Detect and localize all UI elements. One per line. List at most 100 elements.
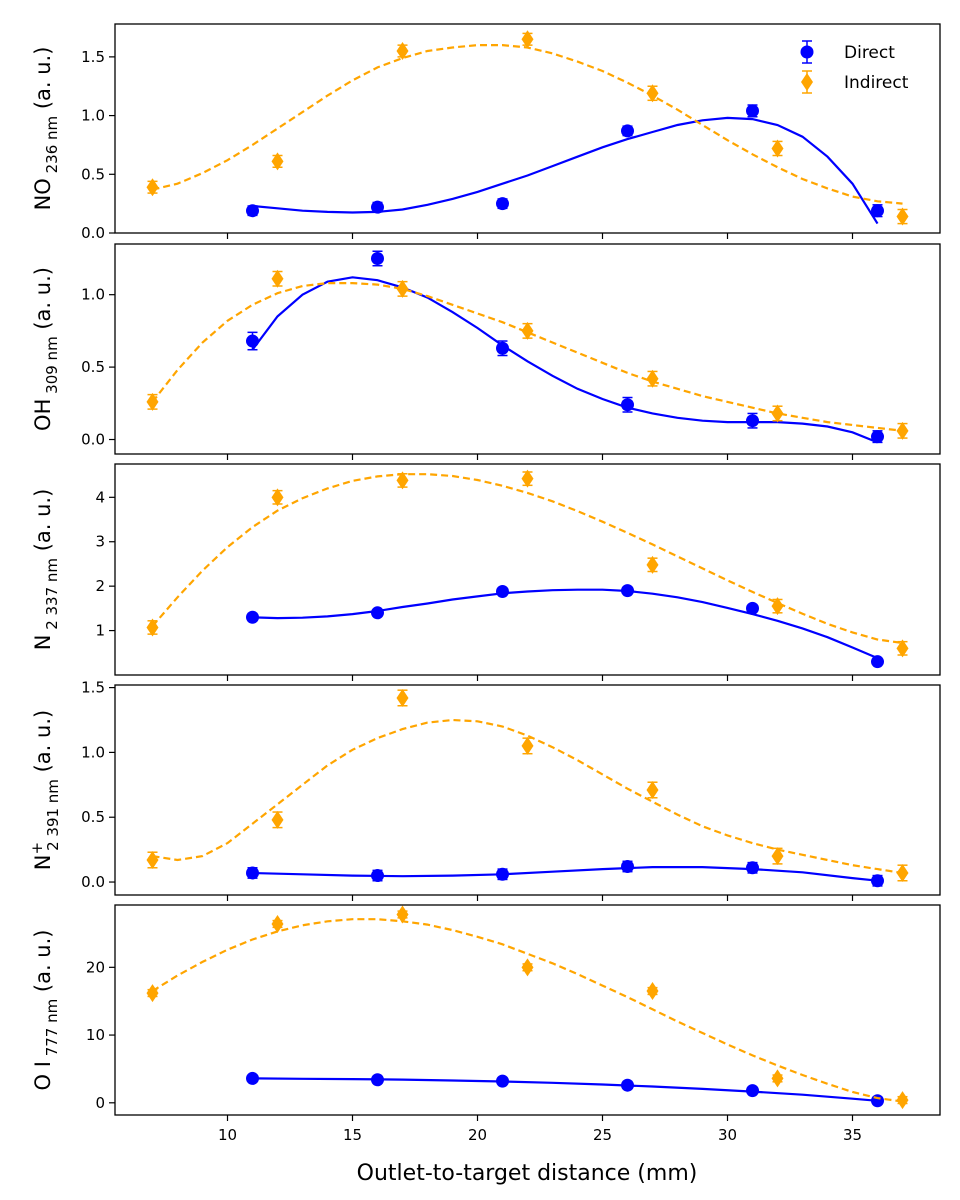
data-point-direct [496,867,509,881]
panel-n2plus: 0.0 0.5 1.0 1.5 N+2 391 nm (a. u.) [28,679,941,901]
y-tick-label: 0.5 [81,358,105,376]
data-point-direct [746,601,759,615]
data-point-indirect [146,392,159,411]
legend: Direct Indirect [800,40,909,94]
plot-frame [114,23,941,234]
data-point-indirect [271,488,284,507]
y-label-sup: + [28,842,46,855]
x-tick-label: 10 [218,1126,237,1144]
data-point-indirect [396,905,409,924]
data-point-indirect [146,851,159,869]
data-point-indirect [896,639,909,658]
data-point-indirect [396,42,409,61]
fit-line-indirect [151,282,903,432]
plot-frame [114,684,941,896]
y-tick-label: 3 [95,533,105,551]
data-point-direct [246,866,259,880]
y-tick-label: 2 [95,577,105,595]
data-point-indirect [896,421,909,440]
y-tick-label: 0.0 [81,224,105,242]
y-tick-label: 1.0 [81,286,105,304]
data-point-indirect [396,688,409,707]
panel-n2: 1 2 3 4 N 2 337 nm (a. u.) [31,463,941,681]
data-point-direct [496,584,509,598]
data-point-direct [871,1094,884,1108]
fit-line-indirect [151,473,903,645]
y-tick-label: 0 [95,1094,105,1112]
fit-line-indirect [152,43,903,205]
data-point-direct [871,204,884,218]
data-point-indirect [771,139,784,158]
data-point-indirect [646,781,659,799]
data-point-direct [746,104,759,118]
y-tick-label: 1.5 [81,679,105,697]
data-point-direct [371,251,384,265]
data-point-direct [371,200,384,214]
data-point-indirect [271,269,284,288]
y-label-sub: 236 nm [43,116,61,178]
data-point-indirect [521,736,534,755]
data-point-indirect [396,471,409,490]
data-point-direct [496,197,509,211]
data-point-indirect [771,1069,784,1088]
fit-line-direct [252,865,878,882]
data-point-direct [621,124,634,138]
y-axis-label-n2: N 2 337 nm (a. u.) [31,489,61,651]
data-point-direct [871,874,884,888]
y-tick-label: 1.5 [81,48,105,66]
x-tick-label: 35 [843,1126,862,1144]
x-axis-title: Outlet-to-target distance (mm) [357,1161,698,1186]
y-tick-label: 1.0 [81,107,105,125]
y-tick-label: 0.5 [81,808,105,826]
data-point-direct [246,204,259,218]
x-tick-label: 25 [593,1126,612,1144]
y-tick-label: 0.5 [81,165,105,183]
data-point-indirect [521,321,534,340]
data-point-indirect [646,982,659,1001]
y-label-sub: 309 nm [43,336,61,398]
data-point-direct [496,1074,509,1088]
data-point-indirect [146,984,159,1003]
y-axis-label-oh: OH 309 nm (a. u.) [31,267,61,431]
data-point-indirect [396,279,409,298]
y-tick-label: 20 [86,958,105,976]
data-point-direct [621,859,634,873]
y-label-unit: (a. u.) [31,489,55,558]
data-point-direct [746,1084,759,1098]
y-tick-label: 1 [95,622,105,640]
legend-marker-indirect [801,73,813,91]
data-point-indirect [646,84,659,103]
x-tick-label: 20 [468,1126,487,1144]
y-label-sub: 777 nm [43,999,61,1061]
data-point-indirect [896,1091,909,1110]
data-point-indirect [771,597,784,616]
y-axis-label-no: NO 236 nm (a. u.) [31,47,61,211]
y-tick-label: 4 [95,488,105,506]
data-point-indirect [271,152,284,171]
y-label-sub: 2 337 nm [43,558,61,635]
legend-label-direct: Direct [844,43,895,63]
y-label-main: O I [31,1061,55,1090]
data-point-indirect [646,555,659,574]
panel-no: 0.0 0.5 1.0 1.5 NO 236 nm (a. u.) Direct Indir… [31,23,941,242]
fit-line-indirect [151,918,903,1103]
x-tick-label: 30 [718,1126,737,1144]
y-axis-label-oi: O I 777 nm (a. u.) [31,930,61,1091]
y-tick-label: 1.0 [81,743,105,761]
data-point-indirect [896,863,909,882]
data-point-direct [246,1071,259,1085]
data-point-direct [621,1078,634,1092]
data-point-direct [371,869,384,883]
fit-line-direct [252,1077,878,1102]
data-point-indirect [646,369,659,388]
data-point-indirect [521,30,534,49]
y-label-main: OH [31,399,55,431]
data-point-direct [871,430,884,444]
data-point-indirect [521,958,534,977]
x-tick-label: 15 [343,1126,362,1144]
panel-oi: 0 10 20 10 15 20 25 30 35 O I 777 nm (a. u.) [31,904,941,1144]
fit-line-direct [252,116,879,225]
legend-label-indirect: Indirect [844,73,909,93]
y-axis-label-n2plus: N+2 391 nm (a. u.) [28,710,62,870]
